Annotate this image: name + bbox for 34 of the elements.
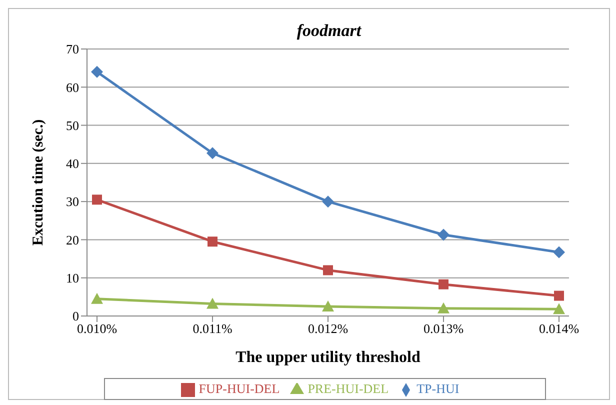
y-tick-label: 40: [66, 156, 79, 172]
x-tick-label: 0.012%: [308, 321, 348, 336]
point: [206, 147, 218, 160]
legend-label: PRE-HUI-DEL: [308, 380, 389, 396]
point: [208, 236, 218, 247]
x-tick-label: 0.014%: [538, 321, 580, 336]
x-tick-label: 0.011%: [192, 321, 232, 336]
point: [438, 279, 448, 290]
point: [554, 290, 564, 301]
point: [91, 292, 103, 304]
y-tick-label: 20: [66, 232, 79, 248]
y-tick-label: 60: [66, 80, 79, 95]
point: [322, 300, 334, 312]
point: [92, 194, 102, 205]
x-tick-label: 0.010%: [76, 321, 118, 336]
y-tick-label: 30: [66, 194, 79, 210]
point: [206, 298, 218, 309]
x-axis-title: The upper utility threshold: [236, 348, 420, 366]
chart-title: foodmart: [296, 20, 362, 41]
point: [438, 302, 450, 314]
point: [91, 66, 103, 78]
point: [322, 196, 334, 208]
point: [323, 265, 333, 276]
legend-label: FUP-HUI-DEL: [198, 380, 280, 396]
y-tick-label: 10: [66, 270, 79, 286]
y-tick-label: 70: [66, 42, 79, 57]
point: [553, 246, 565, 258]
legend-label: TP-HUI: [416, 380, 460, 396]
y-tick-label: 50: [66, 118, 79, 133]
point: [553, 303, 565, 314]
x-tick-label: 0.013%: [423, 321, 464, 336]
y-tick-label: 0: [72, 308, 79, 324]
y-axis-title: Excution time (sec.): [30, 119, 46, 246]
point: [438, 228, 450, 241]
